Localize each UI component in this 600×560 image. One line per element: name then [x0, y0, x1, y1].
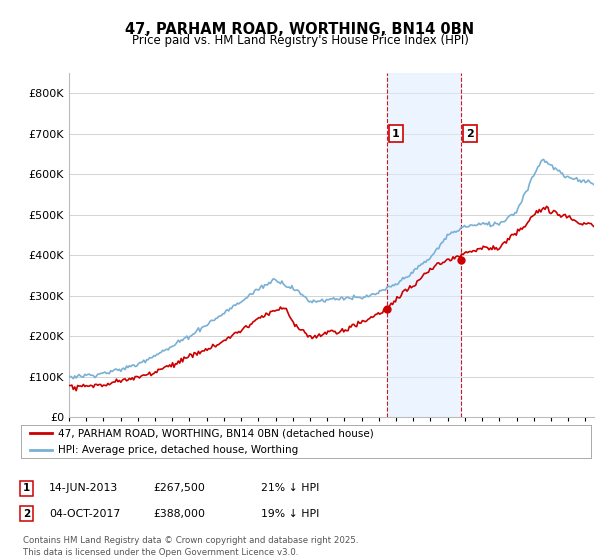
Text: 2: 2 [23, 508, 30, 519]
Text: Contains HM Land Registry data © Crown copyright and database right 2025.
This d: Contains HM Land Registry data © Crown c… [23, 536, 358, 557]
Text: 21% ↓ HPI: 21% ↓ HPI [261, 483, 319, 493]
Text: 47, PARHAM ROAD, WORTHING, BN14 0BN: 47, PARHAM ROAD, WORTHING, BN14 0BN [125, 22, 475, 38]
Text: 14-JUN-2013: 14-JUN-2013 [49, 483, 118, 493]
Text: £388,000: £388,000 [153, 508, 205, 519]
Text: 1: 1 [392, 129, 400, 138]
Text: 04-OCT-2017: 04-OCT-2017 [49, 508, 121, 519]
Bar [386, 73, 461, 417]
Text: 19% ↓ HPI: 19% ↓ HPI [261, 508, 319, 519]
Text: £267,500: £267,500 [153, 483, 205, 493]
Text: 47, PARHAM ROAD, WORTHING, BN14 0BN (detached house): 47, PARHAM ROAD, WORTHING, BN14 0BN (det… [58, 428, 374, 438]
Text: Price paid vs. HM Land Registry's House Price Index (HPI): Price paid vs. HM Land Registry's House … [131, 34, 469, 46]
Text: 2: 2 [466, 129, 473, 138]
Text: 1: 1 [23, 483, 30, 493]
Text: HPI: Average price, detached house, Worthing: HPI: Average price, detached house, Wort… [58, 445, 298, 455]
